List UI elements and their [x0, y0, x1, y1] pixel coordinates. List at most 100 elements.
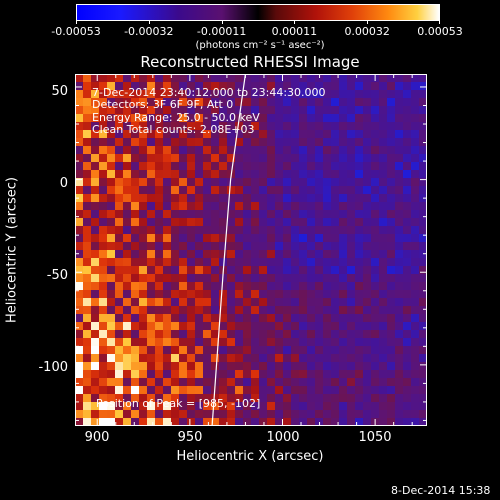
heatmap-cell [107, 114, 116, 123]
heatmap-cell [395, 210, 404, 219]
heatmap-cell [251, 298, 260, 307]
heatmap-cell [235, 330, 244, 339]
heatmap-cell [283, 330, 292, 339]
heatmap-cell [75, 338, 84, 347]
heatmap-cell [299, 154, 308, 163]
heatmap-cell [251, 258, 260, 267]
heatmap-cell [299, 122, 308, 131]
heatmap-cell [411, 170, 420, 179]
heatmap-cell [227, 370, 236, 379]
heatmap-cell [331, 146, 340, 155]
heatmap-cell [139, 282, 148, 291]
heatmap-cell [307, 154, 316, 163]
annotation-time-range: 7-Dec-2014 23:40:12.000 to 23:44:30.000 [92, 86, 326, 99]
heatmap-cell [243, 378, 252, 387]
heatmap-cell [147, 386, 156, 395]
heatmap-cell [251, 266, 260, 275]
heatmap-cell [419, 234, 427, 243]
heatmap-cell [203, 162, 212, 171]
heatmap-cell [115, 106, 124, 115]
heatmap-cell [139, 322, 148, 331]
heatmap-cell [355, 154, 364, 163]
heatmap-cell [299, 402, 308, 411]
heatmap-cell [187, 354, 196, 363]
heatmap-cell [195, 106, 204, 115]
heatmap-cell [347, 106, 356, 115]
heatmap-cell [235, 298, 244, 307]
heatmap-cell [155, 386, 164, 395]
heatmap-cell [163, 330, 172, 339]
heatmap-cell [171, 290, 180, 299]
heatmap-cell [139, 378, 148, 387]
heatmap-cell [283, 106, 292, 115]
heatmap-cell [291, 370, 300, 379]
heatmap-cell [235, 266, 244, 275]
heatmap-cell [347, 138, 356, 147]
heatmap-cell [363, 234, 372, 243]
heatmap-cell [75, 194, 84, 203]
heatmap-cell [139, 82, 148, 91]
heatmap-cell [387, 226, 396, 235]
heatmap-cell [259, 186, 268, 195]
heatmap-cell [179, 322, 188, 331]
heatmap-cell [315, 122, 324, 131]
heatmap-cell [387, 338, 396, 347]
heatmap-cell [139, 90, 148, 99]
heatmap-cell [123, 226, 132, 235]
heatmap-cell [123, 362, 132, 371]
heatmap-cell [251, 154, 260, 163]
heatmap-cell [227, 130, 236, 139]
heatmap-cell [395, 386, 404, 395]
heatmap-cell [91, 154, 100, 163]
heatmap-cell [315, 282, 324, 291]
heatmap-cell [259, 226, 268, 235]
heatmap-cell [91, 114, 100, 123]
heatmap-cell [195, 162, 204, 171]
heatmap-cell [91, 258, 100, 267]
heatmap-cell [419, 258, 427, 267]
heatmap-cell [395, 314, 404, 323]
heatmap-cell [323, 274, 332, 283]
heatmap-cell [379, 338, 388, 347]
heatmap-cell [211, 394, 220, 403]
heatmap-cell [339, 122, 348, 131]
heatmap-cell [187, 170, 196, 179]
heatmap-cell [379, 250, 388, 259]
heatmap-cell [355, 210, 364, 219]
heatmap-cell [131, 402, 140, 411]
heatmap-cell [147, 122, 156, 131]
heatmap-cell [299, 178, 308, 187]
heatmap-cell [395, 354, 404, 363]
heatmap-cell [171, 362, 180, 371]
heatmap-cell [171, 322, 180, 331]
heatmap-cell [379, 410, 388, 419]
heatmap-cell [387, 314, 396, 323]
heatmap-cell [283, 178, 292, 187]
heatmap-cell [211, 226, 220, 235]
heatmap-cell [323, 242, 332, 251]
heatmap-cell [347, 354, 356, 363]
heatmap-cell [99, 202, 108, 211]
heatmap-cell [203, 170, 212, 179]
heatmap-cell [155, 314, 164, 323]
heatmap-cell [355, 306, 364, 315]
heatmap-cell [195, 410, 204, 419]
heatmap-cell [163, 130, 172, 139]
chart-title: Reconstructed RHESSI Image [140, 53, 360, 71]
heatmap-cell [179, 186, 188, 195]
heatmap-cell [91, 178, 100, 187]
heatmap-cell [131, 322, 140, 331]
heatmap-cell [115, 250, 124, 259]
heatmap-cell [387, 282, 396, 291]
colorbar-tick-label: -0.00053 [51, 25, 101, 38]
heatmap-cell [155, 394, 164, 403]
heatmap-cell [219, 122, 228, 131]
heatmap-cell [387, 330, 396, 339]
heatmap-cell [147, 306, 156, 315]
heatmap-cell [131, 74, 140, 83]
heatmap-cell [243, 122, 252, 131]
heatmap-cell [123, 178, 132, 187]
heatmap-cell [235, 162, 244, 171]
heatmap-cell [371, 114, 380, 123]
heatmap-cell [235, 394, 244, 403]
